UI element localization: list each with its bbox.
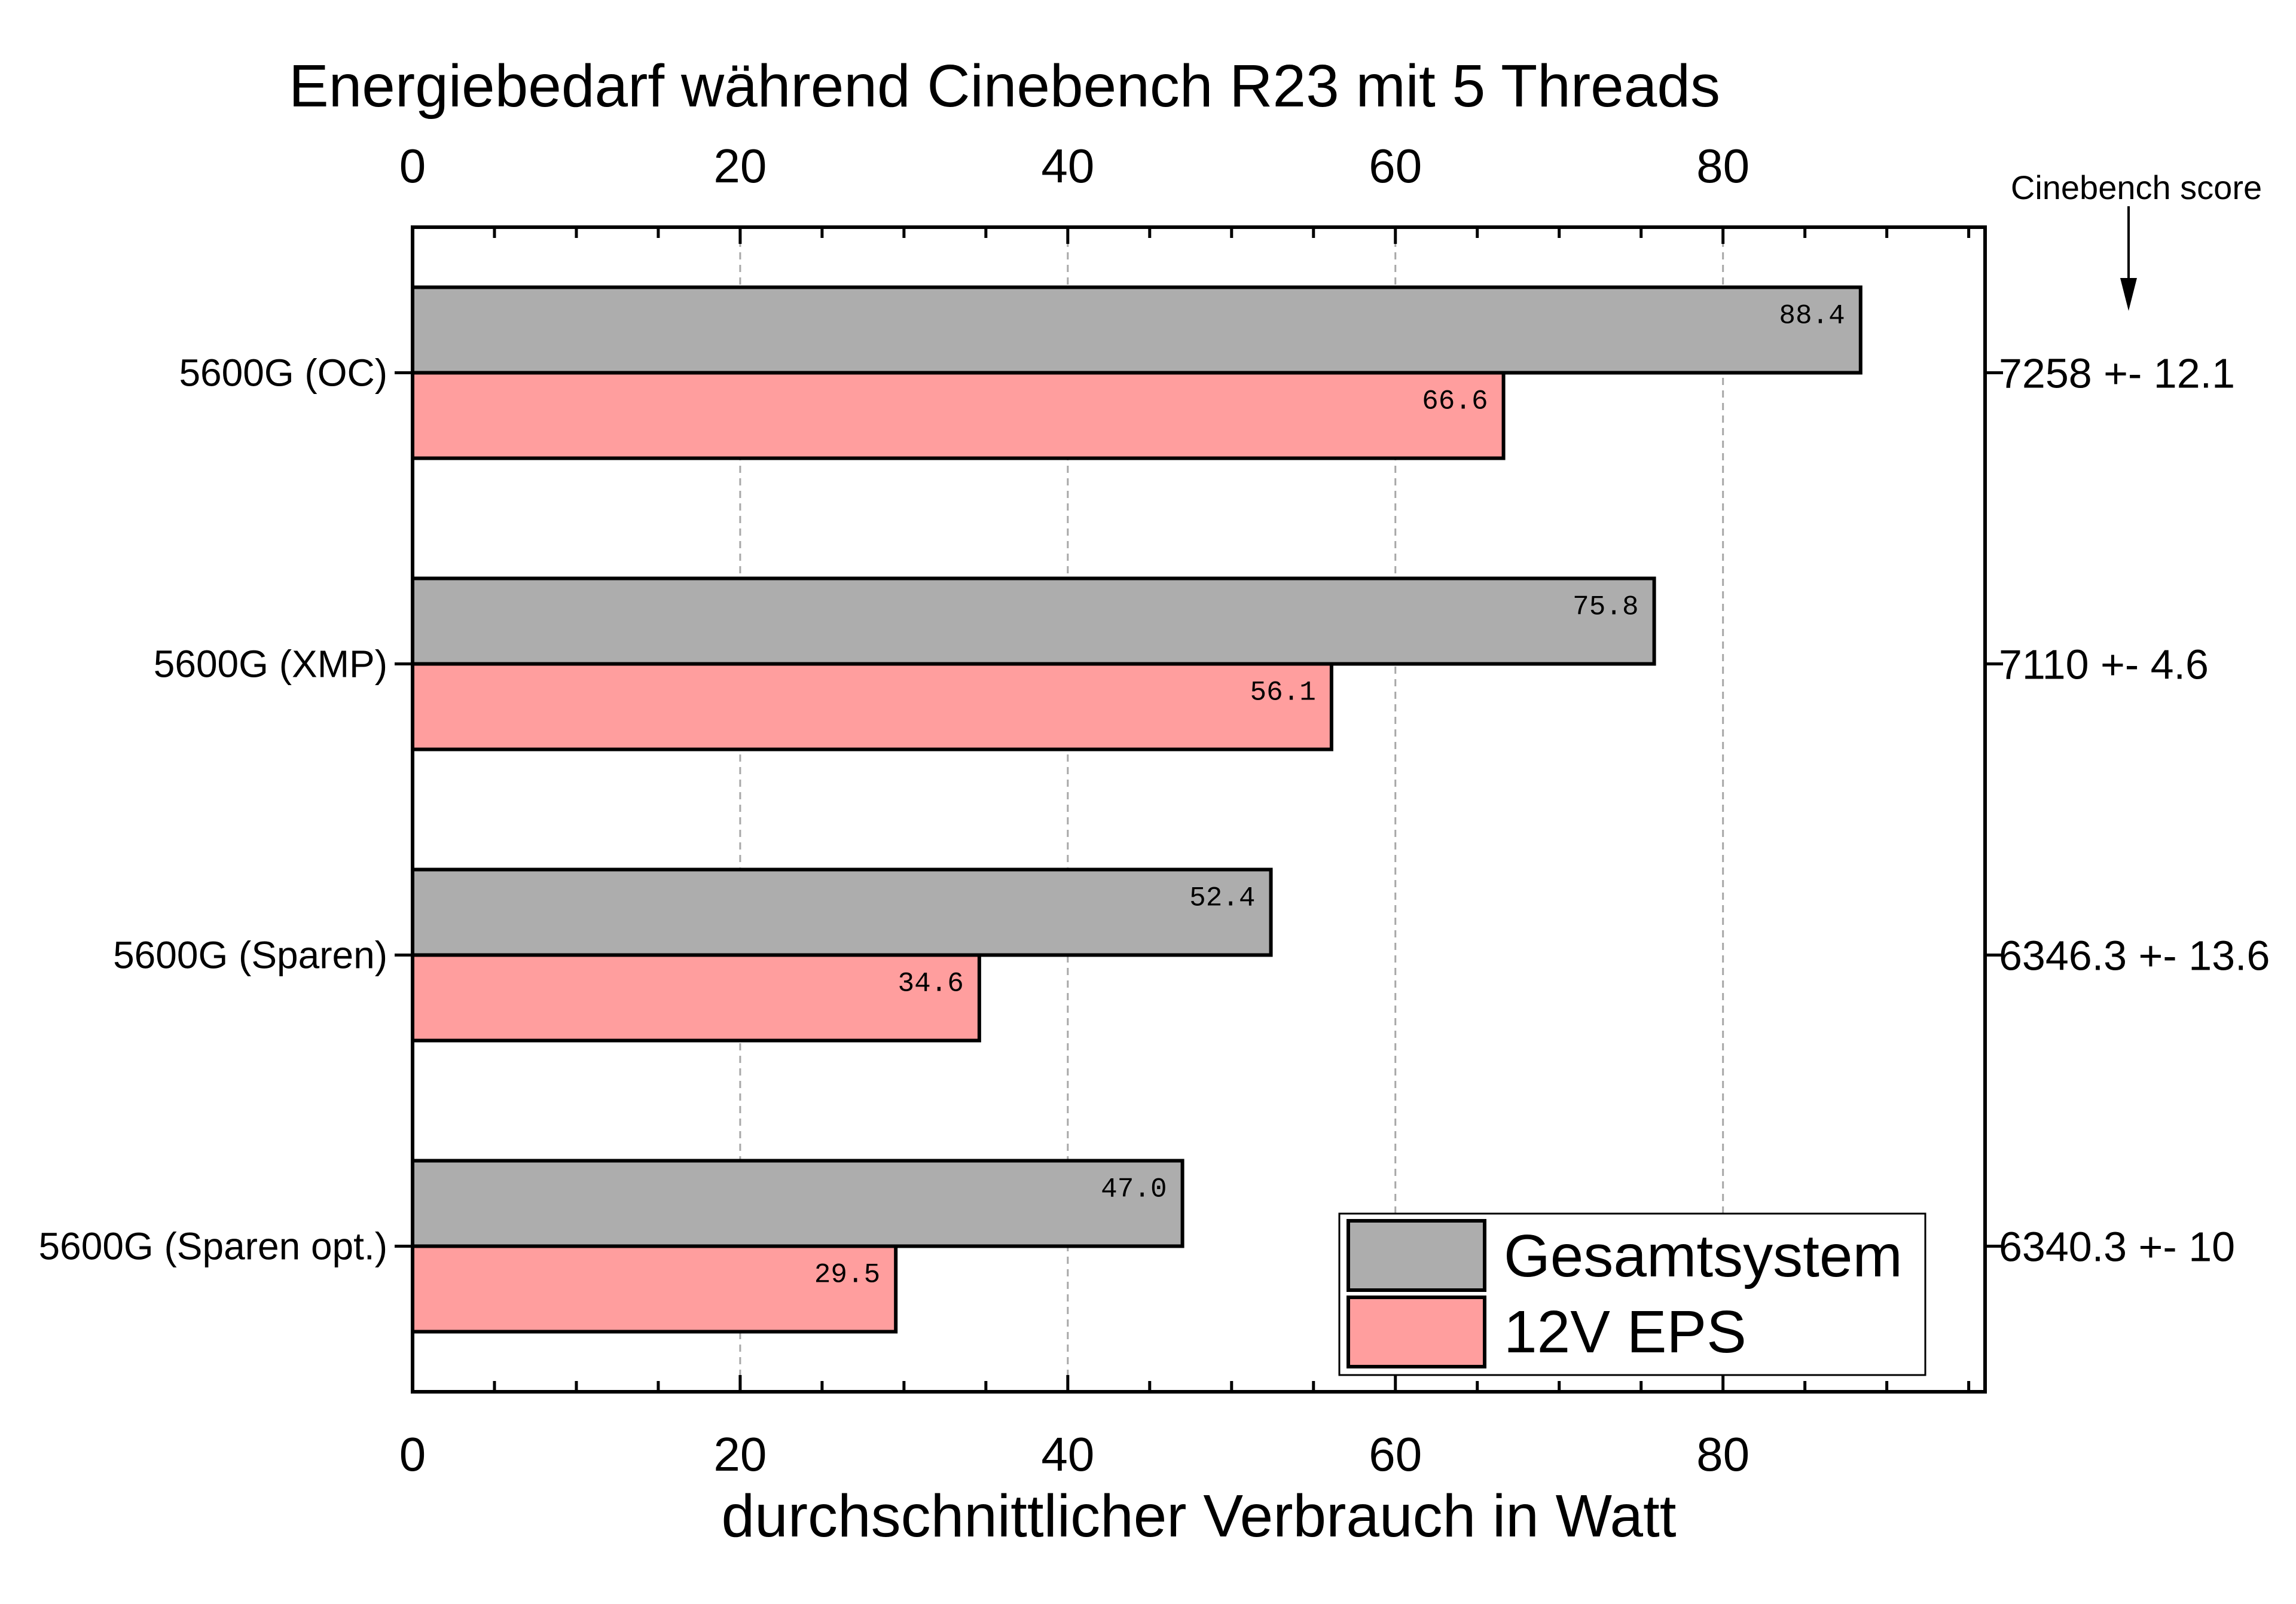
bars: 88.4 66.6 75.8 56.1 52.4 34.6 47.0 29.5 <box>411 285 1863 1334</box>
legend-label-12v-eps: 12V EPS <box>1504 1299 1747 1365</box>
category-label: 5600G (Sparen) <box>113 934 387 977</box>
legend-swatch-12v-eps <box>1347 1296 1486 1368</box>
legend: Gesamtsystem 12V EPS <box>1338 1212 1926 1376</box>
x-axis-label: durchschnittlicher Verbrauch in Watt <box>721 1483 1676 1550</box>
x-tick-label-bottom: 60 <box>1369 1428 1422 1481</box>
legend-label-gesamtsystem: Gesamtsystem <box>1504 1223 1903 1290</box>
bar-12v-eps <box>411 1244 898 1334</box>
x-tick-label-top: 40 <box>1041 139 1094 193</box>
axis-labels: 0 0 20 20 40 40 60 60 80 80 5600G (OC) 7258 +- 12.1… <box>39 139 2270 1481</box>
bar-value-label: 47.0 <box>1101 1174 1167 1205</box>
bar-value-label: 88.4 <box>1779 301 1845 332</box>
plot-frame <box>411 225 1987 1394</box>
bar-value-label: 66.6 <box>1422 386 1488 417</box>
chart-title: Energiebedarf während Cinebench R23 mit … <box>289 53 1720 120</box>
x-tick-label-bottom: 0 <box>399 1428 426 1481</box>
x-tick-label-top: 80 <box>1696 139 1750 193</box>
bar-value-label: 34.6 <box>897 968 963 1000</box>
category-label: 5600G (XMP) <box>154 643 387 686</box>
cinebench-score-label: 7110 +- 4.6 <box>1999 641 2209 688</box>
x-tick-label-top: 0 <box>399 139 426 193</box>
cinebench-score-label: 6340.3 +- 10 <box>1999 1224 2235 1270</box>
bar-12v-eps <box>411 953 981 1043</box>
bar-gesamtsystem <box>411 285 1863 375</box>
cinebench-score-label: 6346.3 +- 13.6 <box>1999 933 2270 979</box>
x-tick-label-top: 20 <box>713 139 767 193</box>
bar-gesamtsystem <box>411 1159 1184 1248</box>
cinebench-score-label: 7258 +- 12.1 <box>1999 350 2235 397</box>
bar-12v-eps <box>411 371 1506 460</box>
bar-value-label: 75.8 <box>1573 592 1638 623</box>
x-tick-label-bottom: 40 <box>1041 1428 1094 1481</box>
x-tick-label-bottom: 20 <box>713 1428 767 1481</box>
bar-value-label: 29.5 <box>814 1260 880 1291</box>
category-label: 5600G (Sparen opt.) <box>39 1225 387 1268</box>
cinebench-score-arrow <box>2120 206 2137 311</box>
bar-value-label: 52.4 <box>1189 883 1255 914</box>
bar-12v-eps <box>411 662 1333 751</box>
legend-swatch-gesamtsystem <box>1347 1219 1486 1292</box>
bar-gesamtsystem <box>411 576 1656 666</box>
x-tick-label-top: 60 <box>1369 139 1422 193</box>
x-tick-label-bottom: 80 <box>1696 1428 1750 1481</box>
category-label: 5600G (OC) <box>179 352 387 395</box>
axis-ticks <box>395 227 2003 1392</box>
bar-gesamtsystem <box>411 867 1273 957</box>
bar-value-label: 56.1 <box>1250 677 1315 708</box>
cinebench-score-header: Cinebench score <box>2011 169 2262 206</box>
